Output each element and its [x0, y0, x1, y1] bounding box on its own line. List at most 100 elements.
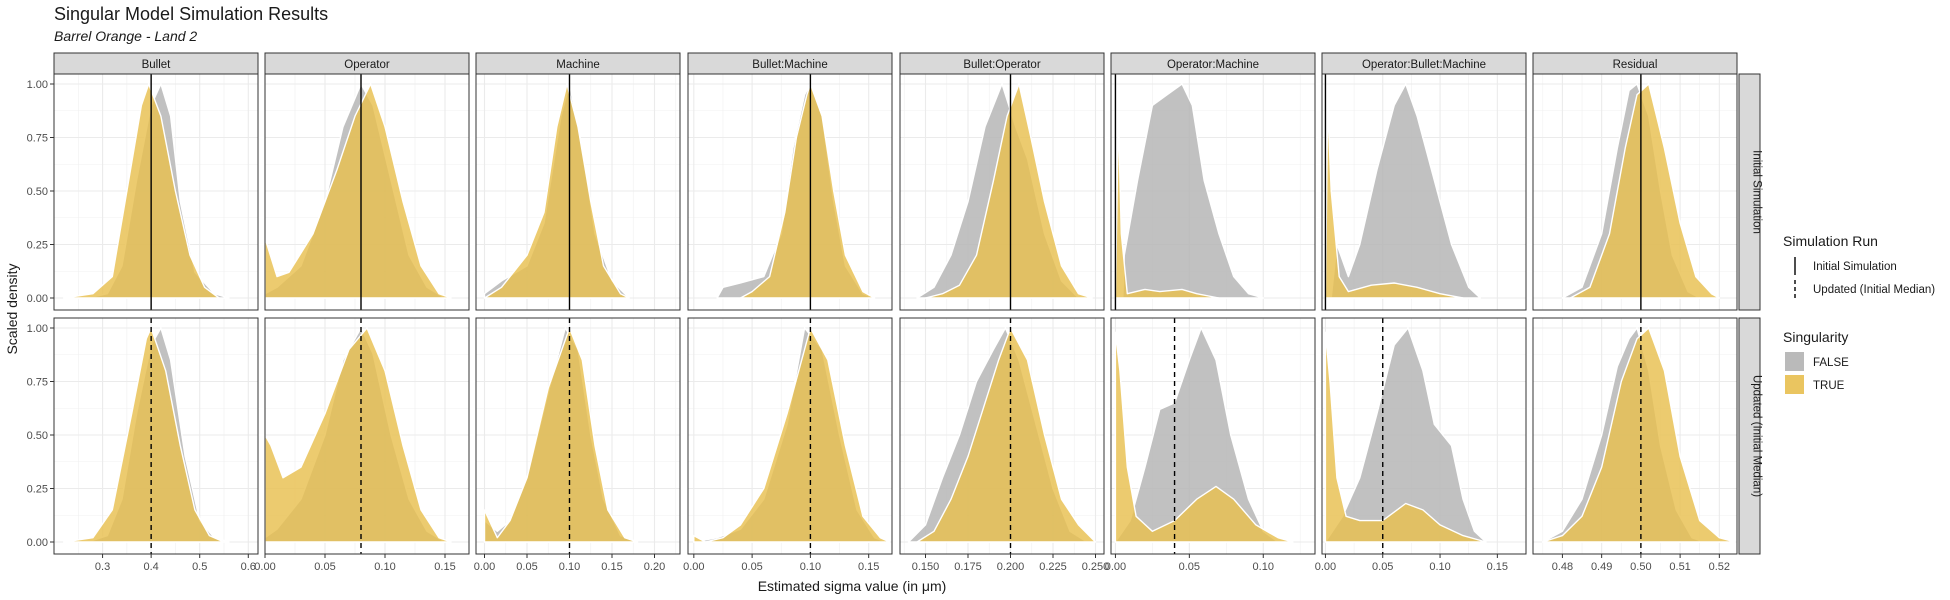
panel-row-2 — [687, 317, 893, 555]
x-tick-label: 0.10 — [1253, 561, 1274, 573]
x-tick-label: 0.5 — [192, 561, 207, 573]
panel-border — [1110, 73, 1316, 311]
panel-border — [1110, 317, 1316, 555]
x-tick-label: 0.175 — [954, 561, 982, 573]
facet-strip-label: Bullet:Machine — [752, 59, 827, 71]
facet-strip-label: Bullet — [142, 59, 172, 71]
legend: Simulation Run Initial Simulation Updated … — [1783, 233, 1935, 394]
panel-row-1 — [687, 73, 893, 311]
x-tick-label: 0.05 — [741, 561, 762, 573]
density-true — [63, 327, 225, 543]
panel-border — [687, 317, 893, 555]
x-tick-label: 0.05 — [314, 561, 335, 573]
y-tick-label: 0.75 — [27, 377, 48, 389]
facet-bullet-operator: Bullet:Operator 0.150 0.175 0.200 0.225 0.250 — [899, 52, 1110, 573]
x-tick-label: 0.52 — [1709, 561, 1730, 573]
legend-swatch — [1785, 375, 1804, 394]
x-tick-label: 0.6 — [241, 561, 256, 573]
x-tick-label: 0.250 — [1082, 561, 1110, 573]
panel-row-2 — [475, 317, 681, 555]
legend-swatch — [1785, 352, 1804, 371]
legend-run-label: Initial Simulation — [1813, 261, 1897, 273]
x-tick-label: 0.15 — [601, 561, 622, 573]
facet-machine: Machine 0.00 0.05 0.10 0.15 0.20 — [474, 52, 681, 573]
x-tick-label: 0.15 — [858, 561, 879, 573]
panel-border — [264, 73, 470, 311]
x-tick-label: 0.15 — [434, 561, 455, 573]
x-tick-label: 0.4 — [143, 561, 158, 573]
chart-title: Singular Model Simulation Results — [54, 4, 329, 24]
facet-strip-label: Bullet:Operator — [963, 59, 1041, 71]
density-false — [1324, 327, 1487, 543]
y-tick-label: 0.75 — [27, 133, 48, 145]
panel-row-2 — [1321, 317, 1527, 555]
panel-row-1 — [899, 73, 1105, 311]
density-false — [1330, 83, 1481, 299]
panel-border — [687, 73, 893, 311]
chart-subtitle: Barrel Orange - Land 2 — [54, 28, 198, 44]
y-tick-label: 1.00 — [27, 323, 48, 335]
y-axis-label: Scaled density — [4, 263, 20, 354]
panel-row-2 — [1532, 317, 1738, 555]
x-tick-label: 0.05 — [516, 561, 537, 573]
x-tick-label: 0.50 — [1630, 561, 1651, 573]
y-tick-label: 0.50 — [27, 186, 48, 198]
x-tick-label: 0.05 — [1179, 561, 1200, 573]
panel-border — [1321, 73, 1527, 311]
legend-singularity-title: Singularity — [1783, 329, 1848, 345]
row-strip-label: Updated (Initial Median) — [1751, 375, 1763, 497]
density-true — [924, 83, 1093, 299]
panel-row-1 — [475, 73, 681, 311]
legend-run-title: Simulation Run — [1783, 233, 1878, 249]
y-tick-label: 0.25 — [27, 484, 48, 496]
row-strip — [1738, 73, 1761, 311]
facet-strip-label: Machine — [556, 59, 599, 71]
panel-border — [475, 317, 681, 555]
facet-bullet-machine: Bullet:Machine 0.00 0.05 0.10 0.15 — [683, 52, 893, 573]
facet-operator: Operator 0.00 0.05 0.10 0.15 — [254, 52, 470, 573]
x-tick-label: 0.00 — [683, 561, 704, 573]
panel-row-1 — [1321, 73, 1527, 311]
x-tick-label: 0.225 — [1039, 561, 1067, 573]
x-tick-label: 0.10 — [800, 561, 821, 573]
density-true — [1114, 115, 1220, 299]
x-axis-label: Estimated sigma value (in μm) — [758, 578, 947, 594]
x-tick-label: 0.10 — [374, 561, 395, 573]
x-tick-label: 0.00 — [254, 561, 275, 573]
facet-operator-machine: Operator:Machine 0.00 0.05 0.10 — [1105, 52, 1316, 573]
y-tick-label: 0.25 — [27, 240, 48, 252]
panel-border — [264, 317, 470, 555]
panel-row-2 — [264, 317, 470, 555]
row-strips: Initial Simulation Updated (Initial Media… — [1738, 73, 1763, 555]
density-true — [1324, 104, 1464, 299]
panel-row-2 — [1110, 317, 1316, 555]
density-true — [1114, 331, 1294, 543]
density-true — [693, 327, 891, 543]
y-tick-label: 0.00 — [27, 537, 48, 549]
y-tick-label: 0.00 — [27, 293, 48, 305]
panel-border — [1321, 317, 1527, 555]
facet-bullet: Bullet 0.00 0.25 0.50 0.75 1.00 0.00 0.25 0.50 0.… — [27, 52, 259, 573]
legend-singularity-label: TRUE — [1813, 380, 1845, 392]
panel-row-1: 0.00 0.25 0.50 0.75 1.00 — [27, 73, 259, 311]
x-tick-label: 0.200 — [997, 561, 1025, 573]
panel-row-2 — [899, 317, 1105, 555]
panel-border — [53, 73, 259, 311]
x-tick-label: 0.49 — [1591, 561, 1612, 573]
facet-strip-label: Operator:Machine — [1167, 59, 1259, 71]
facet-residual: Residual 0.48 0.49 0.50 0.51 0.52 — [1532, 52, 1738, 573]
facet-strip-label: Operator:Bullet:Machine — [1362, 59, 1486, 71]
facet-strip-label: Operator — [344, 59, 390, 71]
panel-border — [475, 73, 681, 311]
y-tick-label: 0.50 — [27, 430, 48, 442]
density-true — [63, 83, 220, 299]
x-tick-label: 0.10 — [1429, 561, 1450, 573]
x-tick-label: 0.15 — [1487, 561, 1508, 573]
panel-border — [53, 317, 259, 555]
x-tick-label: 0.00 — [1315, 561, 1336, 573]
panel-border — [899, 317, 1105, 555]
panel-row-1 — [1532, 73, 1738, 311]
facet-operator-bullet-machine: Operator:Bullet:Machine 0.00 0.05 0.10 0.15 — [1315, 52, 1527, 573]
panel-border — [1532, 73, 1738, 311]
density-true — [1542, 327, 1736, 543]
